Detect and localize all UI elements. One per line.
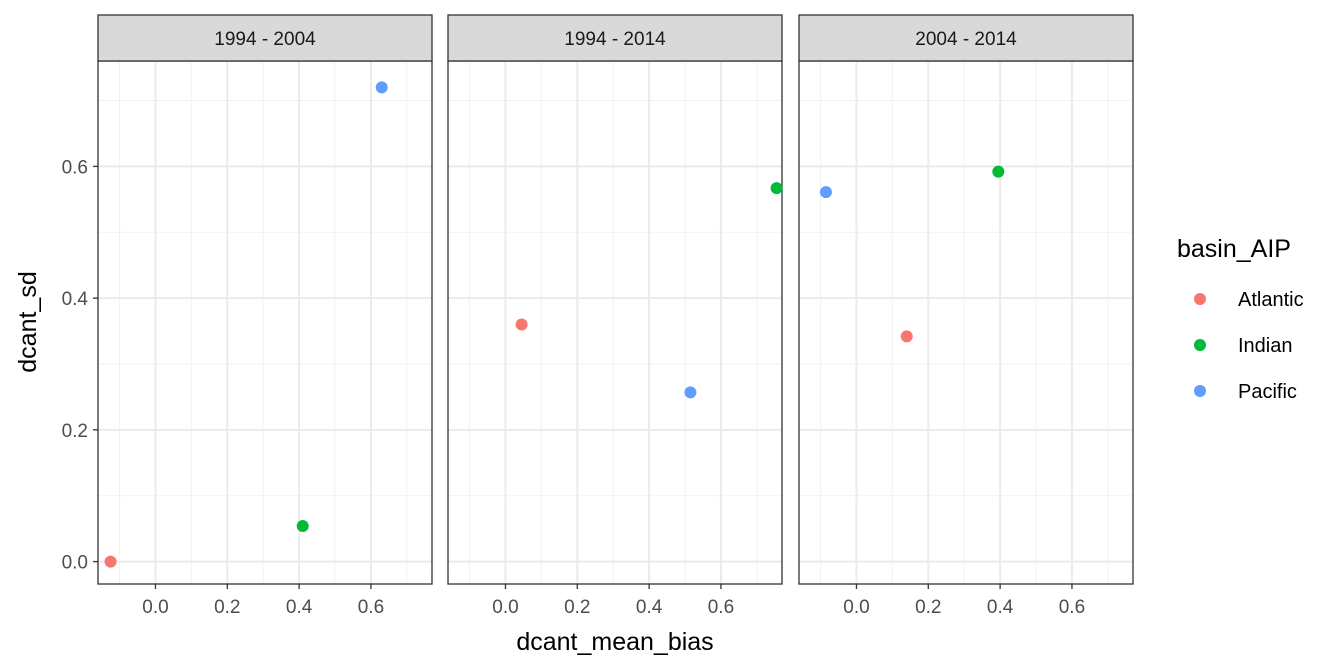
y-tick-label: 0.6	[62, 157, 88, 178]
y-axis: 0.0 0.2 0.4 0.6	[62, 157, 98, 574]
legend-key	[1194, 339, 1206, 351]
x-tick-label: 0.6	[1059, 597, 1085, 618]
data-point-pacific	[819, 186, 832, 199]
data-point-indian	[770, 182, 783, 195]
x-tick-label: 0.4	[286, 597, 313, 618]
panel-background	[799, 61, 1133, 584]
legend-title: basin_AIP	[1177, 235, 1291, 263]
legend-item-indian: Indian	[1194, 335, 1293, 357]
x-tick-label: 0.2	[564, 597, 590, 618]
legend-label: Atlantic	[1238, 289, 1304, 311]
facet-strip-label: 1994 - 2004	[214, 29, 316, 50]
panel-background	[448, 61, 782, 584]
x-tick-label: 0.2	[214, 597, 240, 618]
x-tick-label: 0.6	[358, 597, 384, 618]
x-tick-label: 0.2	[915, 597, 941, 618]
x-axis-title: dcant_mean_bias	[516, 628, 713, 656]
facet-strip	[447, 14, 783, 62]
data-point-atlantic	[104, 555, 117, 568]
facet-strip-label: 1994 - 2014	[564, 29, 666, 50]
x-tick-label: 0.0	[142, 597, 168, 618]
legend-item-atlantic: Atlantic	[1194, 289, 1304, 311]
x-tick-label: 0.4	[987, 597, 1014, 618]
x-axis: 0.0 0.2 0.4 0.6 0.0 0.2 0.4 0.6 0.0 0.2 0.4 0.6	[142, 584, 1085, 618]
legend: basin_AIP Atlantic Indian Pacific	[1177, 235, 1304, 403]
legend-key	[1194, 385, 1206, 397]
legend-label: Indian	[1238, 335, 1293, 357]
facet-panel: 1994 - 2004	[97, 14, 433, 585]
facet-strip	[798, 14, 1134, 62]
data-point-atlantic	[900, 330, 913, 343]
x-tick-label: 0.0	[492, 597, 518, 618]
y-axis-title: dcant_sd	[14, 271, 42, 372]
data-point-pacific	[375, 81, 388, 94]
panels-layer: 1994 - 2004 1994 - 2014 2004 - 2014	[97, 14, 1134, 585]
data-point-atlantic	[515, 318, 528, 331]
legend-label: Pacific	[1238, 381, 1297, 403]
data-point-indian	[992, 165, 1005, 178]
facet-strip-label: 2004 - 2014	[915, 29, 1017, 50]
facet-panel: 1994 - 2014	[447, 14, 783, 585]
y-tick-label: 0.4	[62, 289, 89, 310]
x-tick-label: 0.6	[708, 597, 734, 618]
data-point-indian	[296, 520, 309, 533]
panel-background	[98, 61, 432, 584]
data-point-pacific	[684, 386, 697, 399]
facet-panel: 2004 - 2014	[798, 14, 1134, 585]
x-tick-label: 0.4	[636, 597, 663, 618]
legend-key	[1194, 293, 1206, 305]
x-tick-label: 0.0	[843, 597, 869, 618]
legend-item-pacific: Pacific	[1194, 381, 1297, 403]
y-tick-label: 0.2	[62, 421, 88, 442]
y-tick-label: 0.0	[62, 553, 88, 574]
facet-strip	[97, 14, 433, 62]
